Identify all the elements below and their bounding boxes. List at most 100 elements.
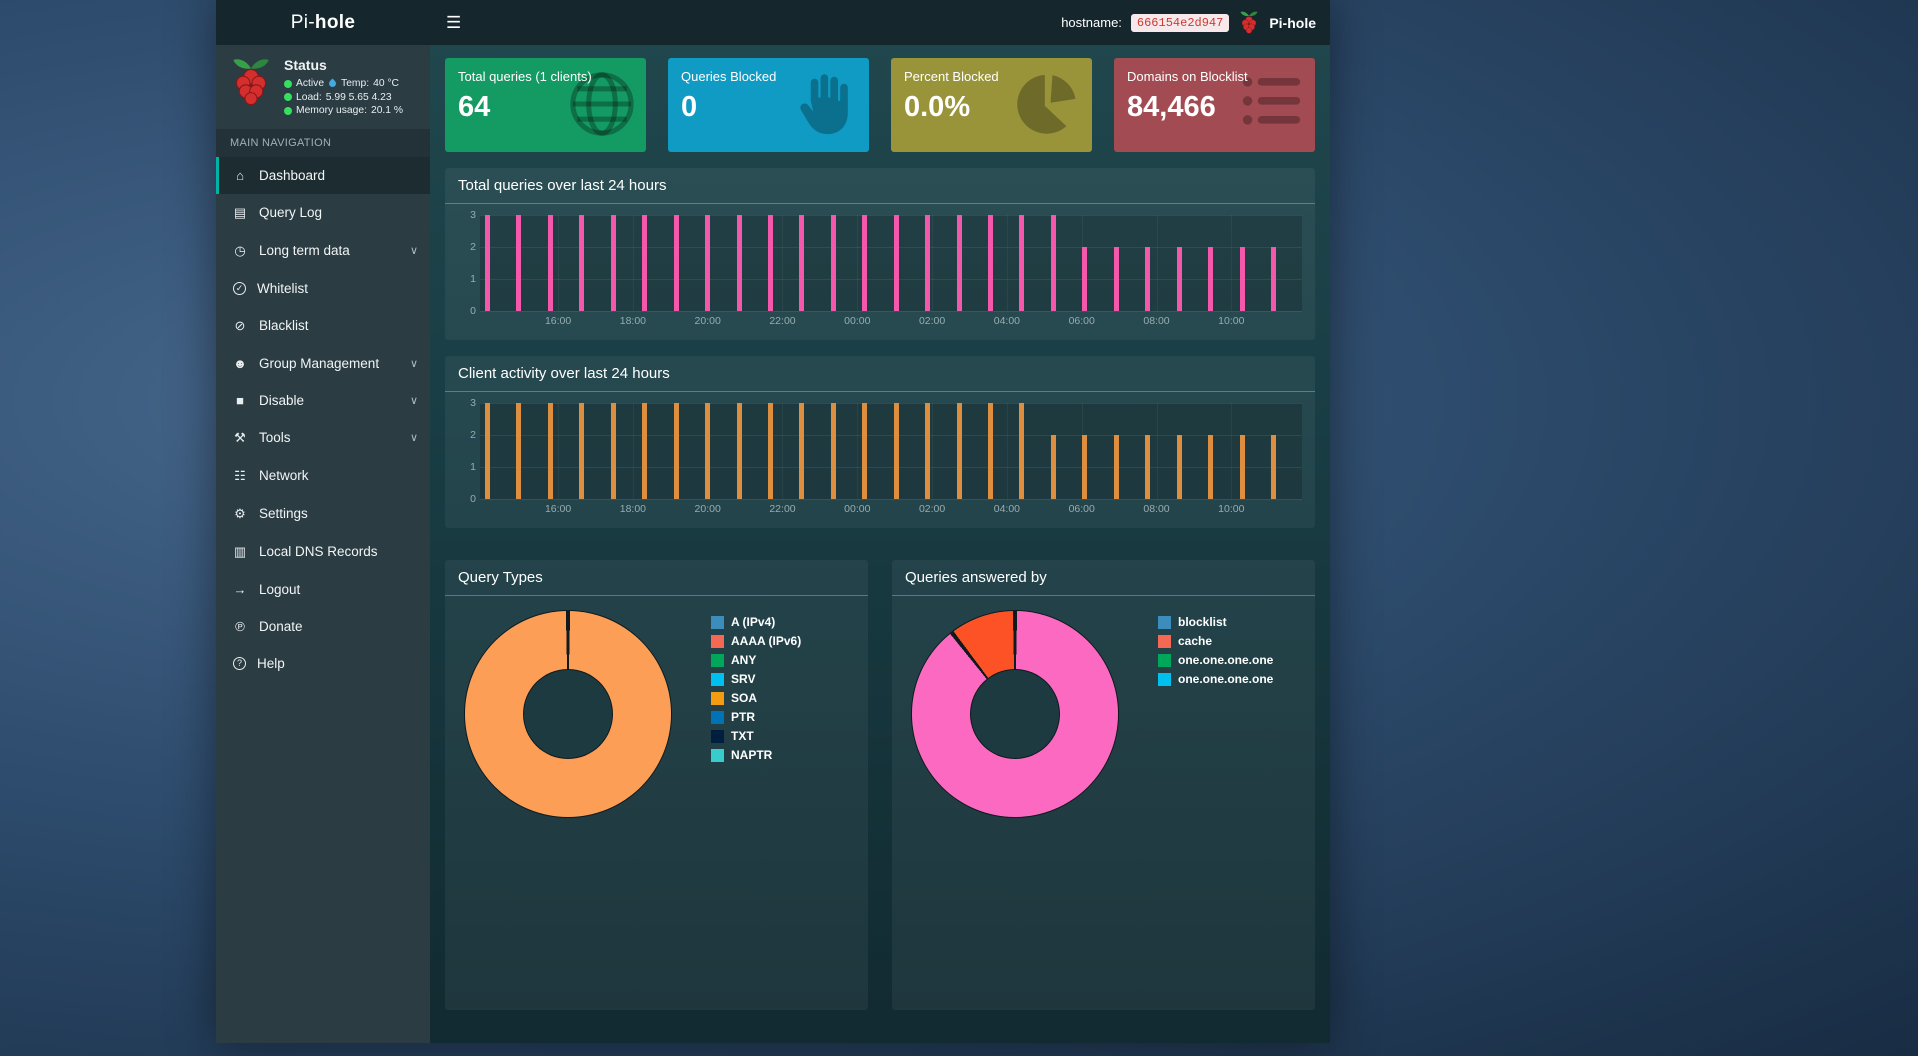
gridline — [782, 215, 784, 311]
panel-title: Total queries over last 24 hours — [445, 168, 1315, 204]
sidebar-item-query-log[interactable]: ▤ Query Log — [216, 194, 430, 232]
gridline — [1156, 403, 1158, 499]
sidebar-item-donate[interactable]: ℗ Donate — [216, 608, 430, 645]
gridline — [480, 403, 1302, 404]
bar — [547, 403, 553, 499]
bar — [830, 215, 836, 311]
legend-swatch — [711, 653, 724, 667]
panel-query-types: Query Types A (IPv4) AAAA (IPv6) ANY SRV SOA… — [445, 560, 868, 1010]
y-axis-label: 3 — [470, 397, 476, 409]
navbar-brand-text[interactable]: Pi-hole — [1269, 14, 1316, 31]
temperature-icon — [327, 78, 338, 89]
legend-item[interactable]: NAPTR — [711, 748, 801, 762]
legend-item[interactable]: AAAA (IPv6) — [711, 634, 801, 648]
panel-title: Query Types — [445, 560, 868, 596]
bar — [579, 215, 585, 311]
legend-item[interactable]: cache — [1158, 634, 1273, 648]
sidebar-item-label: Whitelist — [257, 280, 309, 296]
sidebar-item-disable[interactable]: ■ Disable ∨ — [216, 382, 430, 419]
sidebar-item-label: Local DNS Records — [259, 544, 378, 559]
legend-item[interactable]: one.one.one.one — [1158, 653, 1273, 667]
card-value: 0 — [681, 91, 698, 123]
status-line-active: Active Temp: 40 °C — [284, 78, 403, 89]
chevron-down-icon: ∨ — [409, 357, 418, 370]
client-activity-bar-chart[interactable]: 0 1 2 3 16:00 18:00 20:00 22:00 00:00 02:00 04:00… — [458, 397, 1302, 520]
sign-out-icon: → — [233, 581, 247, 597]
chart-x-axis: 16:00 18:00 20:00 22:00 00:00 02:00 04:00 06:00… — [480, 503, 1302, 520]
legend-item[interactable]: SOA — [711, 691, 801, 705]
x-axis-label: 16:00 — [544, 503, 572, 515]
total-queries-bar-chart[interactable]: 0 1 2 3 16:00 18:00 20:00 22:00 00:00 02:00 04:00… — [458, 209, 1302, 332]
home-icon: ⌂ — [236, 167, 244, 183]
sidebar-toggle-button[interactable]: ☰ — [430, 0, 477, 45]
x-axis-label: 02:00 — [918, 315, 946, 327]
bar — [830, 403, 836, 499]
list-icon — [1233, 66, 1309, 142]
bar — [893, 403, 899, 499]
legend-swatch — [711, 615, 724, 629]
sidebar-item-label: Group Management — [259, 355, 380, 371]
sidebar-item-local-dns-records[interactable]: ▥ Local DNS Records — [216, 533, 430, 571]
sidebar-item-network[interactable]: ☷ Network — [216, 457, 430, 495]
bar — [579, 403, 585, 499]
legend-label: AAAA (IPv6) — [731, 634, 802, 648]
bar — [862, 215, 868, 311]
bar — [642, 215, 648, 311]
gridline — [480, 279, 1302, 280]
x-axis-label: 00:00 — [844, 503, 871, 515]
x-axis-label: 20:00 — [694, 503, 721, 515]
panel-title: Client activity over last 24 hours — [445, 356, 1315, 392]
sidebar-item-tools[interactable]: ⚒ Tools ∨ — [216, 419, 430, 457]
stat-card-total-queries: Total queries (1 clients) 64 — [445, 58, 646, 152]
card-value: 64 — [458, 91, 491, 123]
bar — [925, 403, 931, 499]
bar — [956, 215, 962, 311]
bar — [1113, 435, 1119, 499]
legend-label: cache — [1178, 634, 1213, 648]
query-types-donut-chart[interactable] — [465, 611, 671, 817]
legend-item[interactable]: one.one.one.one — [1158, 672, 1273, 686]
card-title: Domains on Blocklist — [1127, 69, 1248, 84]
legend-label: TXT — [731, 729, 754, 743]
hostname-label: hostname: — [1061, 15, 1122, 30]
legend-item[interactable]: blocklist — [1158, 615, 1273, 629]
legend-item[interactable]: TXT — [711, 729, 801, 743]
sidebar-item-logout[interactable]: → Logout — [216, 571, 430, 608]
load-value: 5.99 5.65 4.23 — [325, 91, 392, 103]
x-axis-label: 02:00 — [918, 503, 946, 515]
dns-records-icon: ▥ — [233, 543, 247, 559]
bar — [767, 215, 773, 311]
chevron-down-icon: ∨ — [409, 394, 418, 407]
sidebar-item-whitelist[interactable]: ✓ Whitelist — [216, 270, 430, 307]
status-active-text: Active — [296, 78, 325, 89]
logo-text-bold: hole — [314, 11, 356, 33]
x-axis-label: 16:00 — [544, 315, 572, 327]
bar — [610, 215, 616, 311]
panel-title: Queries answered by — [892, 560, 1315, 596]
sidebar-item-dashboard[interactable]: ⌂ Dashboard — [216, 156, 430, 194]
sidebar-item-help[interactable]: ? Help — [216, 645, 430, 682]
queries-answered-by-donut-chart[interactable] — [912, 611, 1118, 817]
bar — [1019, 403, 1025, 499]
bar — [1208, 247, 1214, 311]
legend-item[interactable]: A (IPv4) — [711, 615, 801, 629]
bar — [1176, 247, 1182, 311]
sidebar-item-long-term-data[interactable]: ◷ Long term data ∨ — [216, 232, 430, 270]
sidebar-item-group-management[interactable]: ☻ Group Management ∨ — [216, 345, 430, 382]
x-axis-label: 08:00 — [1143, 503, 1170, 515]
sidebar-item-blacklist[interactable]: ⊘ Blacklist — [216, 307, 430, 345]
panel-client-activity: Client activity over last 24 hours 0 1 2 3 … — [445, 356, 1315, 528]
legend-item[interactable]: ANY — [711, 653, 801, 667]
sidebar-item-label: Dashboard — [259, 167, 326, 183]
legend-item[interactable]: PTR — [711, 710, 801, 724]
status-ok-icon — [284, 79, 292, 88]
sidebar-item-settings[interactable]: ⚙ Settings — [216, 495, 430, 533]
x-axis-label: 08:00 — [1143, 315, 1170, 327]
app-logo[interactable]: Pi-hole — [216, 12, 430, 34]
gridline — [1081, 215, 1083, 311]
x-axis-label: 18:00 — [619, 503, 647, 515]
y-axis-label: 2 — [470, 241, 476, 253]
chart-plot-area: 0 1 2 3 — [470, 209, 1302, 317]
legend-item[interactable]: SRV — [711, 672, 801, 686]
bar — [862, 403, 868, 499]
